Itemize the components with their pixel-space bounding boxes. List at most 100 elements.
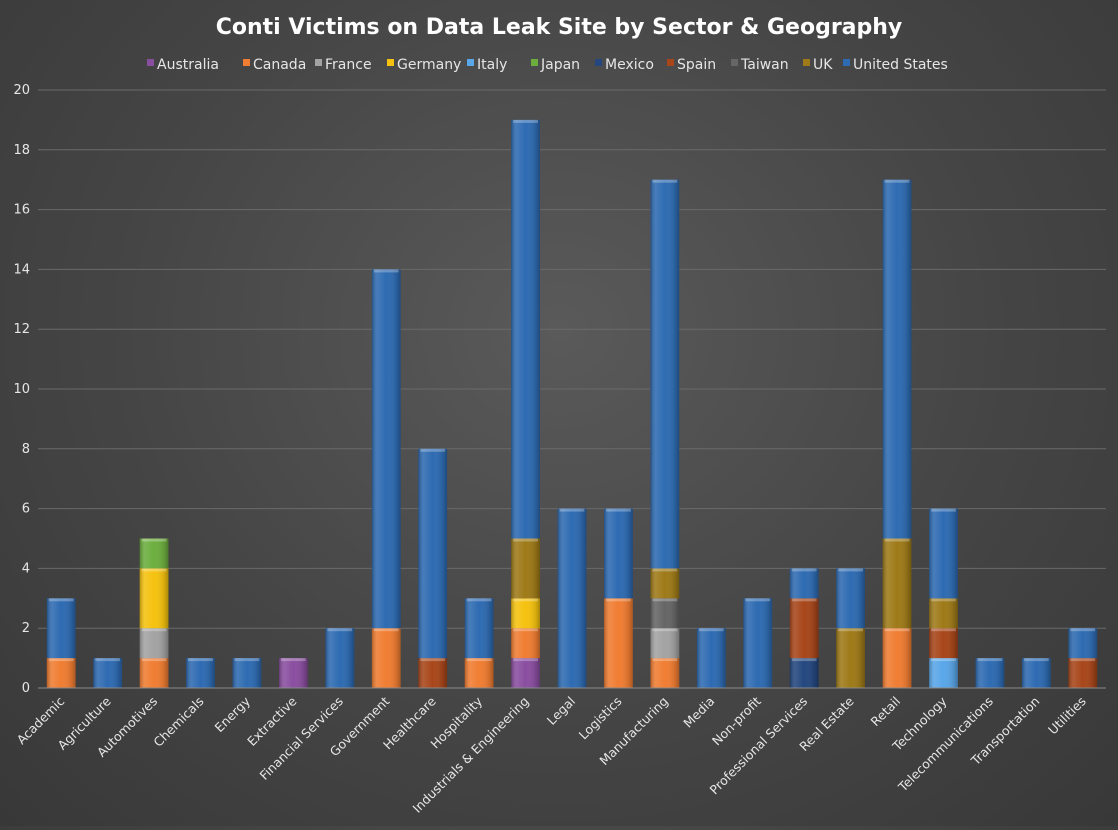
bar-stack: [139, 538, 169, 688]
bar-stack: [93, 658, 123, 688]
legend-label: Germany: [397, 57, 461, 73]
bar-segment-shade: [882, 179, 912, 539]
bar-stack: [836, 568, 866, 688]
bar-segment-shade: [604, 508, 633, 599]
bar-segment-shade: [139, 538, 169, 569]
bar-segment-highlight: [791, 598, 817, 602]
legend-swatch: [315, 59, 322, 66]
bar-segment-shade: [882, 538, 912, 629]
legend-swatch: [667, 59, 674, 66]
bar-segment-shade: [139, 628, 169, 659]
bar-stack: [557, 508, 587, 688]
y-tick-label: 4: [22, 561, 30, 576]
bar-segment-highlight: [931, 598, 956, 602]
bar-stack: [232, 658, 262, 688]
x-tick-label: Legal: [544, 694, 578, 728]
y-axis: 0 2 4 6 8 10 12 14 16 18 20: [13, 83, 30, 696]
bar-stack: [789, 568, 819, 688]
bar-segment-shade: [929, 598, 958, 629]
bar-segment-highlight: [466, 658, 492, 662]
bar-segment-highlight: [141, 538, 167, 542]
bar-segment-shade: [511, 628, 540, 659]
bar-segment-shade: [232, 658, 262, 688]
bar-stack: [929, 508, 958, 688]
bar-segment-shade: [557, 508, 587, 688]
chart-title: Conti Victims on Data Leak Site by Secto…: [216, 15, 903, 40]
bar-segment-shade: [511, 119, 540, 539]
legend-label: Australia: [157, 57, 219, 73]
bar-segment-highlight: [791, 658, 817, 662]
bar-segment-highlight: [791, 568, 817, 572]
legend-label: Italy: [477, 57, 507, 73]
legend-label: Canada: [253, 57, 306, 73]
bar-segment-highlight: [652, 598, 678, 602]
bar-segment-shade: [650, 179, 680, 569]
legend-swatch: [731, 59, 738, 66]
bar-segment-shade: [1068, 628, 1098, 659]
bar-segment-shade: [789, 658, 819, 688]
legend-swatch: [387, 59, 394, 66]
bar-segment-shade: [418, 448, 448, 659]
legend-item: Germany: [387, 57, 461, 73]
legend-swatch: [243, 59, 250, 66]
bar-segment-highlight: [1070, 628, 1096, 632]
legend-item: Australia: [147, 57, 219, 73]
bar-segment-highlight: [931, 658, 956, 662]
y-tick-label: 12: [13, 322, 30, 337]
bar-segment-shade: [1068, 658, 1098, 688]
bar-segment-highlight: [141, 568, 167, 572]
bar-segment-shade: [650, 598, 680, 629]
bar-segment-highlight: [559, 508, 585, 512]
bar-segment-highlight: [745, 598, 771, 602]
bar-segment-highlight: [652, 179, 678, 183]
y-tick-label: 2: [22, 621, 30, 636]
x-tick-label: Energy: [212, 693, 254, 735]
bar-segment-highlight: [513, 658, 538, 662]
bar-segment-shade: [650, 658, 680, 688]
legend-item: Japan: [531, 57, 580, 73]
bar-segment-shade: [882, 628, 912, 688]
bar-segment-highlight: [95, 658, 121, 662]
bar-stack: [511, 119, 540, 688]
y-tick-label: 16: [13, 203, 30, 218]
bar-stack: [975, 658, 1005, 688]
bar-segment-shade: [836, 628, 866, 688]
bar-segment-shade: [511, 538, 540, 599]
bar-stack: [418, 448, 448, 688]
legend-item: Spain: [667, 57, 716, 73]
x-tick-label: Chemicals: [150, 694, 206, 750]
bar-stack: [371, 269, 401, 688]
legend-swatch: [147, 59, 154, 66]
bar-segment-highlight: [373, 269, 399, 273]
y-tick-label: 0: [22, 681, 30, 696]
bar-segment-highlight: [606, 598, 631, 602]
bar-segment-highlight: [1023, 658, 1049, 662]
x-tick-label: Logistics: [576, 694, 625, 743]
bar-stack: [882, 179, 912, 688]
bar-segment-highlight: [48, 658, 74, 662]
bar-segment-shade: [604, 598, 633, 688]
bar-segment-highlight: [188, 658, 213, 662]
bar-segment-highlight: [234, 658, 260, 662]
legend-item: Canada: [243, 57, 306, 73]
bar-segment-highlight: [838, 628, 864, 632]
legend-swatch: [803, 59, 810, 66]
bar-segment-shade: [139, 658, 169, 688]
bar-stack: [186, 658, 215, 688]
legend-swatch: [531, 59, 538, 66]
bar-segment-shade: [650, 628, 680, 659]
y-tick-label: 6: [22, 502, 30, 517]
bar-segment-shade: [278, 658, 308, 688]
bar-segment-highlight: [420, 658, 446, 662]
bar-segment-highlight: [513, 119, 538, 123]
bar-segment-highlight: [884, 538, 910, 542]
bar-segment-highlight: [931, 508, 956, 512]
bar-segment-highlight: [141, 628, 167, 632]
bar-stack: [743, 598, 773, 688]
legend-item: Taiwan: [731, 57, 789, 73]
bar-segment-shade: [511, 598, 540, 629]
legend-label: UK: [813, 57, 833, 73]
bars: [46, 119, 1098, 688]
